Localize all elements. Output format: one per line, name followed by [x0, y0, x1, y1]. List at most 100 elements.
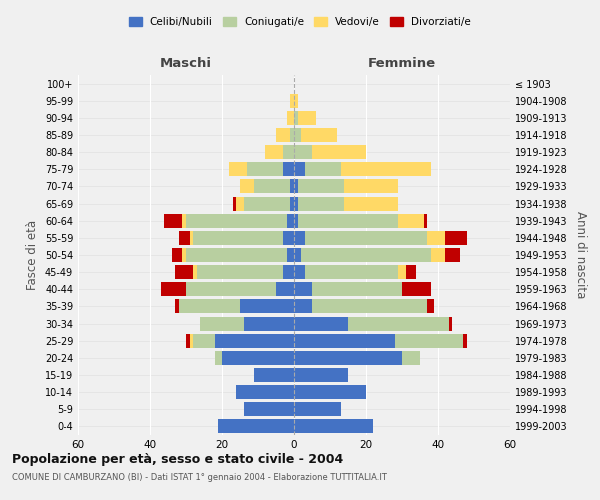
Bar: [290, 196, 294, 210]
Bar: [236, 385, 294, 399]
Bar: [276, 128, 290, 142]
Bar: [312, 300, 427, 314]
Bar: [398, 265, 406, 279]
Bar: [175, 300, 179, 314]
Bar: [406, 265, 416, 279]
Bar: [179, 231, 190, 245]
Bar: [294, 385, 366, 399]
Bar: [294, 368, 348, 382]
Bar: [294, 214, 298, 228]
Bar: [445, 248, 460, 262]
Bar: [283, 231, 294, 245]
Bar: [427, 300, 434, 314]
Bar: [294, 265, 305, 279]
Bar: [247, 162, 283, 176]
Bar: [312, 282, 402, 296]
Bar: [301, 128, 337, 142]
Y-axis label: Anni di nascita: Anni di nascita: [574, 212, 587, 298]
Bar: [283, 145, 294, 159]
Bar: [294, 248, 301, 262]
Bar: [344, 196, 398, 210]
Bar: [290, 180, 294, 194]
Bar: [164, 214, 182, 228]
Bar: [449, 316, 452, 330]
Bar: [236, 196, 244, 210]
Bar: [186, 282, 276, 296]
Bar: [402, 351, 420, 365]
Bar: [283, 265, 294, 279]
Bar: [305, 162, 341, 176]
Bar: [244, 316, 294, 330]
Bar: [294, 334, 395, 347]
Bar: [175, 265, 193, 279]
Legend: Celibi/Nubili, Coniugati/e, Vedovi/e, Divorziati/e: Celibi/Nubili, Coniugati/e, Vedovi/e, Di…: [125, 12, 475, 31]
Bar: [182, 214, 186, 228]
Bar: [193, 265, 197, 279]
Bar: [398, 214, 424, 228]
Bar: [294, 420, 373, 434]
Bar: [215, 334, 294, 347]
Bar: [294, 145, 312, 159]
Bar: [186, 214, 287, 228]
Bar: [402, 282, 431, 296]
Bar: [348, 316, 449, 330]
Bar: [341, 162, 431, 176]
Bar: [182, 248, 186, 262]
Bar: [290, 128, 294, 142]
Bar: [294, 231, 305, 245]
Bar: [427, 231, 445, 245]
Bar: [233, 196, 236, 210]
Bar: [229, 162, 247, 176]
Bar: [186, 334, 190, 347]
Bar: [445, 231, 467, 245]
Bar: [290, 94, 294, 108]
Bar: [193, 334, 215, 347]
Bar: [222, 351, 294, 365]
Bar: [294, 94, 298, 108]
Bar: [294, 162, 305, 176]
Bar: [254, 368, 294, 382]
Text: COMUNE DI CAMBURZANO (BI) - Dati ISTAT 1° gennaio 2004 - Elaborazione TUTTITALIA: COMUNE DI CAMBURZANO (BI) - Dati ISTAT 1…: [12, 472, 387, 482]
Bar: [193, 231, 283, 245]
Bar: [305, 265, 398, 279]
Bar: [287, 214, 294, 228]
Bar: [244, 402, 294, 416]
Bar: [431, 248, 445, 262]
Bar: [294, 351, 402, 365]
Bar: [215, 351, 222, 365]
Bar: [190, 231, 193, 245]
Bar: [294, 180, 298, 194]
Bar: [172, 248, 182, 262]
Text: Maschi: Maschi: [160, 57, 212, 70]
Bar: [305, 231, 427, 245]
Bar: [294, 402, 341, 416]
Bar: [186, 248, 287, 262]
Bar: [301, 248, 431, 262]
Bar: [265, 145, 283, 159]
Bar: [294, 300, 312, 314]
Bar: [424, 214, 427, 228]
Bar: [395, 334, 463, 347]
Bar: [294, 316, 348, 330]
Bar: [200, 316, 244, 330]
Bar: [287, 111, 294, 125]
Bar: [312, 145, 366, 159]
Bar: [298, 214, 398, 228]
Text: Popolazione per età, sesso e stato civile - 2004: Popolazione per età, sesso e stato civil…: [12, 452, 343, 466]
Text: Femmine: Femmine: [368, 57, 436, 70]
Bar: [298, 180, 344, 194]
Bar: [240, 300, 294, 314]
Bar: [294, 196, 298, 210]
Bar: [254, 180, 290, 194]
Bar: [344, 180, 398, 194]
Bar: [287, 248, 294, 262]
Bar: [463, 334, 467, 347]
Bar: [197, 265, 283, 279]
Bar: [298, 111, 316, 125]
Bar: [276, 282, 294, 296]
Y-axis label: Fasce di età: Fasce di età: [26, 220, 39, 290]
Bar: [179, 300, 240, 314]
Bar: [218, 420, 294, 434]
Bar: [190, 334, 193, 347]
Bar: [161, 282, 186, 296]
